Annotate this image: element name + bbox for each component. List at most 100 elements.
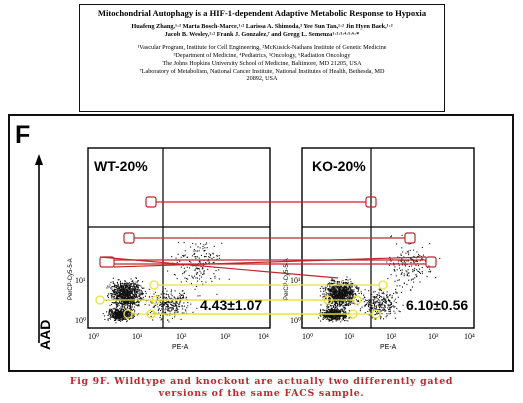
scatter-dot: [132, 317, 134, 319]
scatter-dot: [131, 290, 133, 292]
scatter-dot: [164, 311, 166, 313]
scatter-dot: [116, 314, 118, 316]
scatter-dot: [170, 297, 172, 299]
scatter-dot: [419, 268, 421, 270]
scatter-dot: [384, 304, 386, 306]
scatter-dot: [136, 314, 138, 316]
scatter-dot: [148, 288, 150, 290]
scatter-dot: [148, 296, 150, 298]
scatter-dot: [205, 253, 207, 255]
scatter-dot: [113, 291, 115, 293]
scatter-dot: [169, 314, 171, 316]
scatter-dot: [162, 315, 164, 317]
scatter-dot: [429, 271, 431, 273]
scatter-dot: [366, 299, 368, 301]
scatter-dot: [138, 301, 140, 303]
scatter-dot: [210, 254, 212, 256]
scatter-dot: [196, 277, 198, 279]
scatter-dot: [195, 250, 197, 252]
scatter-dot: [336, 281, 338, 283]
scatter-dot: [126, 285, 128, 287]
scatter-dot: [426, 276, 428, 278]
scatter-dot: [350, 290, 352, 292]
scatter-dot: [202, 264, 204, 266]
scatter-dot: [342, 314, 344, 316]
scatter-dot: [330, 311, 332, 313]
scatter-dot: [133, 300, 135, 302]
scatter-dot: [332, 301, 334, 303]
scatter-dot: [115, 319, 117, 321]
scatter-dot: [348, 288, 350, 290]
scatter-dot: [379, 295, 381, 297]
scatter-dot: [339, 296, 341, 298]
scatter-dot: [332, 292, 334, 294]
scatter-dot: [126, 302, 128, 304]
scatter-dot: [332, 310, 334, 312]
scatter-dot: [207, 260, 209, 262]
scatter-dot: [396, 269, 398, 271]
scatter-dot: [129, 284, 131, 286]
scatter-dot: [332, 315, 334, 317]
scatter-dot: [112, 290, 114, 292]
scatter-dot: [128, 318, 130, 320]
scatter-dot: [189, 260, 191, 262]
scatter-dot: [111, 309, 113, 311]
scatter-dot: [120, 318, 122, 320]
scatter-dot: [115, 316, 117, 318]
scatter-dot: [371, 308, 373, 310]
scatter-dot: [179, 296, 181, 298]
scatter-dot: [119, 296, 121, 298]
scatter-dot: [125, 310, 127, 312]
scatter-dot: [117, 303, 119, 305]
scatter-dot: [135, 291, 137, 293]
scatter-dot: [336, 318, 338, 320]
scatter-dot: [385, 316, 387, 318]
affiliation-line-2: ³Department of Medicine, ⁴Pediatrics, ⁵O…: [173, 51, 351, 59]
scatter-dot: [386, 296, 388, 298]
scatter-dot: [125, 309, 127, 311]
scatter-dot: [204, 247, 206, 249]
scatter-dot: [165, 306, 167, 308]
right-value-label: 6.10±0.56: [406, 297, 468, 313]
scatter-dot: [335, 305, 337, 307]
scatter-dot: [333, 318, 335, 320]
scatter-dot: [342, 291, 344, 293]
scatter-dot: [128, 295, 130, 297]
scatter-dot: [397, 296, 399, 298]
scatter-dot: [408, 275, 410, 277]
red-box-wt-2: [123, 232, 135, 244]
scatter-dot: [109, 310, 111, 312]
scatter-dot: [331, 315, 333, 317]
right-x-tick-4: 10⁴: [464, 332, 475, 341]
scatter-dot: [363, 305, 365, 307]
scatter-dot: [174, 316, 176, 318]
scatter-dot: [168, 296, 170, 298]
scatter-dot: [376, 295, 378, 297]
scatter-dot: [360, 293, 362, 295]
scatter-dot: [110, 312, 112, 314]
scatter-dot: [132, 308, 134, 310]
scatter-dot: [393, 306, 395, 308]
facs-figure: F AAD WT-20% KO-20% PerCP-Cy5-5-A PerCP-…: [15, 121, 475, 351]
scatter-dot: [348, 305, 350, 307]
scatter-dot: [406, 260, 408, 262]
scatter-dot: [116, 315, 118, 317]
scatter-dot: [345, 294, 347, 296]
scatter-dot: [133, 296, 135, 298]
scatter-dot: [196, 250, 198, 252]
scatter-dot: [381, 306, 383, 308]
scatter-dot: [121, 293, 123, 295]
scatter-dot: [344, 316, 346, 318]
scatter-dot: [340, 297, 342, 299]
scatter-dot: [116, 297, 118, 299]
red-box-wt-1: [145, 196, 157, 208]
scatter-dot: [109, 284, 111, 286]
scatter-dot: [417, 255, 419, 257]
scatter-dot: [123, 290, 125, 292]
scatter-dot: [135, 288, 137, 290]
scatter-dot: [336, 293, 338, 295]
scatter-dot: [196, 271, 198, 273]
scatter-dot: [371, 311, 373, 313]
scatter-dot: [382, 291, 384, 293]
scatter-dot: [388, 308, 390, 310]
